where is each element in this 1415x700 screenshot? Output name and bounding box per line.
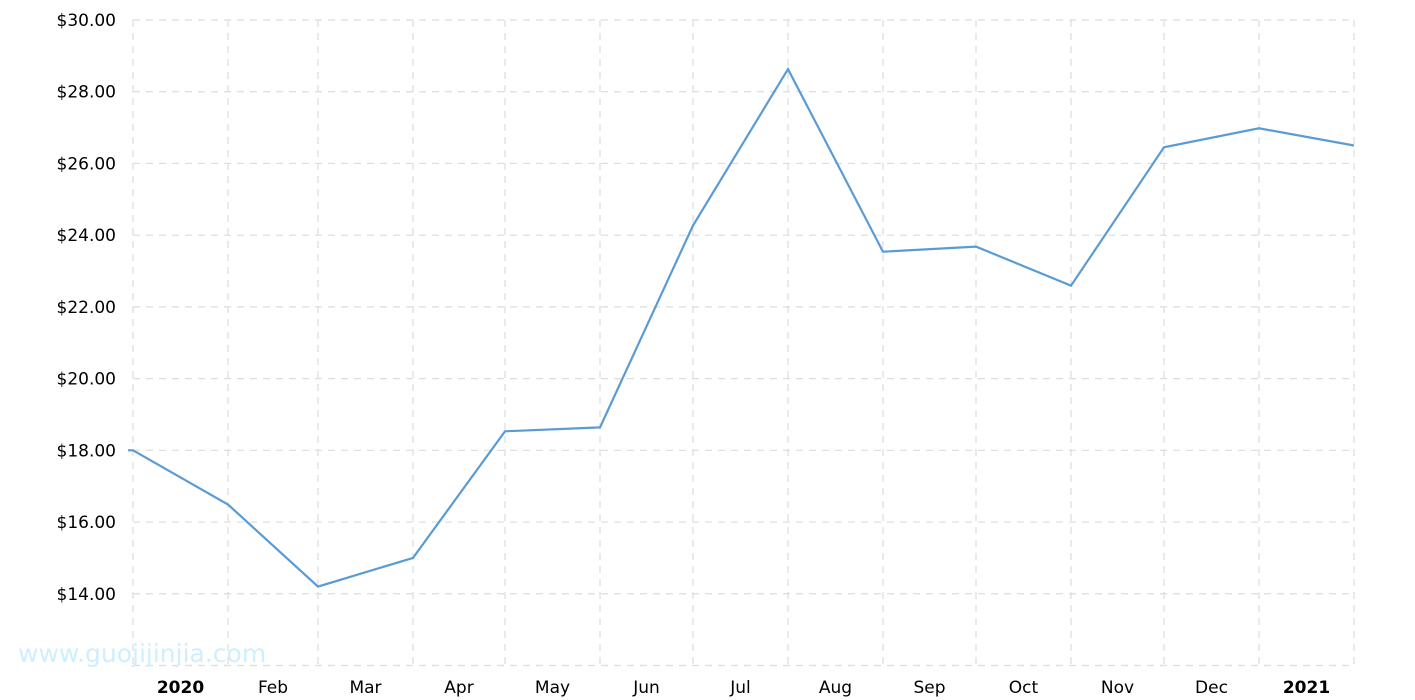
watermark: www.guojijinjia.com: [18, 639, 266, 668]
series-line: [128, 66, 1355, 588]
x-tick-label: Aug: [819, 678, 852, 698]
x-tick-label: Dec: [1195, 678, 1228, 698]
y-tick-label: $20.00: [57, 370, 116, 390]
x-tick-label: May: [535, 678, 570, 698]
y-axis-ticks: $14.00 $16.00 $18.00 $20.00 $22.00 $24.00 $26.…: [57, 11, 116, 605]
x-tick-label: 2020: [157, 678, 204, 698]
x-tick-label: Apr: [444, 678, 473, 698]
x-tick-label: Jul: [729, 678, 751, 698]
series: [128, 66, 1355, 588]
grid: [132, 19, 1355, 667]
y-tick-label: $30.00: [57, 11, 116, 31]
y-tick-label: $28.00: [57, 83, 116, 103]
x-tick-label: 2021: [1283, 678, 1330, 698]
y-tick-label: $24.00: [57, 226, 116, 246]
x-tick-label: Oct: [1009, 678, 1039, 698]
x-tick-label: Sep: [913, 678, 945, 698]
x-tick-label: Mar: [349, 678, 381, 698]
y-tick-label: $26.00: [57, 154, 116, 174]
x-tick-label: Feb: [258, 678, 288, 698]
x-tick-label: Nov: [1101, 678, 1134, 698]
y-tick-label: $14.00: [57, 585, 116, 605]
y-tick-label: $22.00: [57, 298, 116, 318]
x-tick-label: Jun: [632, 678, 660, 698]
y-tick-label: $16.00: [57, 513, 116, 533]
x-axis-ticks: 2020 Feb Mar Apr May Jun Jul Aug Sep Oct Nov Dec 202…: [157, 678, 1330, 698]
y-tick-label: $18.00: [57, 441, 116, 461]
